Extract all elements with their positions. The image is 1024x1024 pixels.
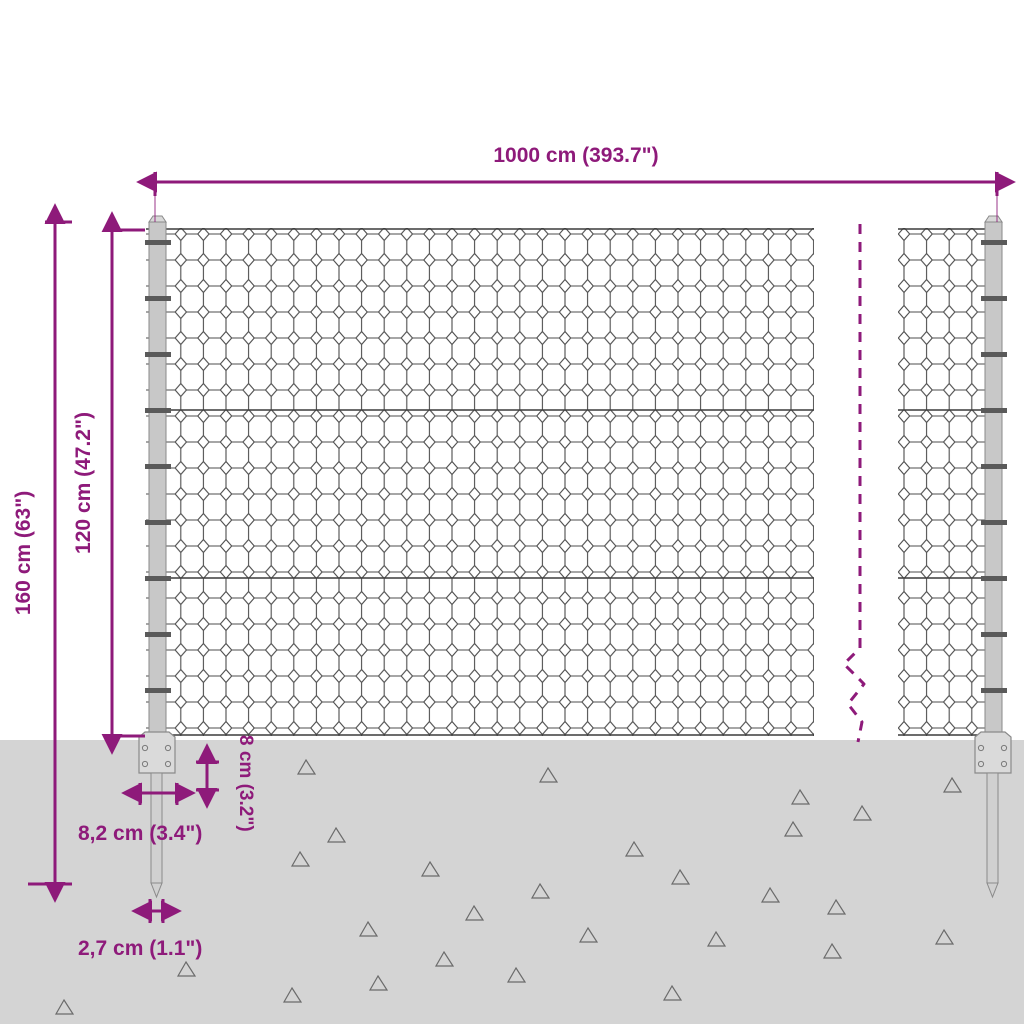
- label-mesh-height: 120 cm (47.2"): [72, 412, 95, 554]
- label-post-width: 8,2 cm (3.4"): [78, 822, 202, 845]
- dimension-total-width: 1000 cm (393.7"): [136, 144, 1016, 222]
- fence-post-left: [138, 215, 176, 899]
- label-total-height: 160 cm (63"): [12, 491, 35, 615]
- dimension-mesh-cell: 8 cm (3.2"): [196, 735, 256, 832]
- fence-post-right: [974, 215, 1012, 899]
- break-line: [842, 224, 866, 743]
- label-mesh-cell: 8 cm (3.2"): [235, 735, 256, 832]
- mesh-panel-left: [146, 228, 814, 736]
- dimension-post-thickness: 2,7 cm (1.1"): [78, 899, 202, 960]
- label-total-width: 1000 cm (393.7"): [493, 144, 658, 167]
- dimension-mesh-height: 120 cm (47.2"): [72, 211, 145, 755]
- label-post-thickness: 2,7 cm (1.1"): [78, 937, 202, 960]
- dimension-post-width: 8,2 cm (3.4"): [78, 782, 202, 845]
- dimension-total-height: 160 cm (63"): [12, 203, 72, 903]
- ground-texture: [54, 758, 963, 1015]
